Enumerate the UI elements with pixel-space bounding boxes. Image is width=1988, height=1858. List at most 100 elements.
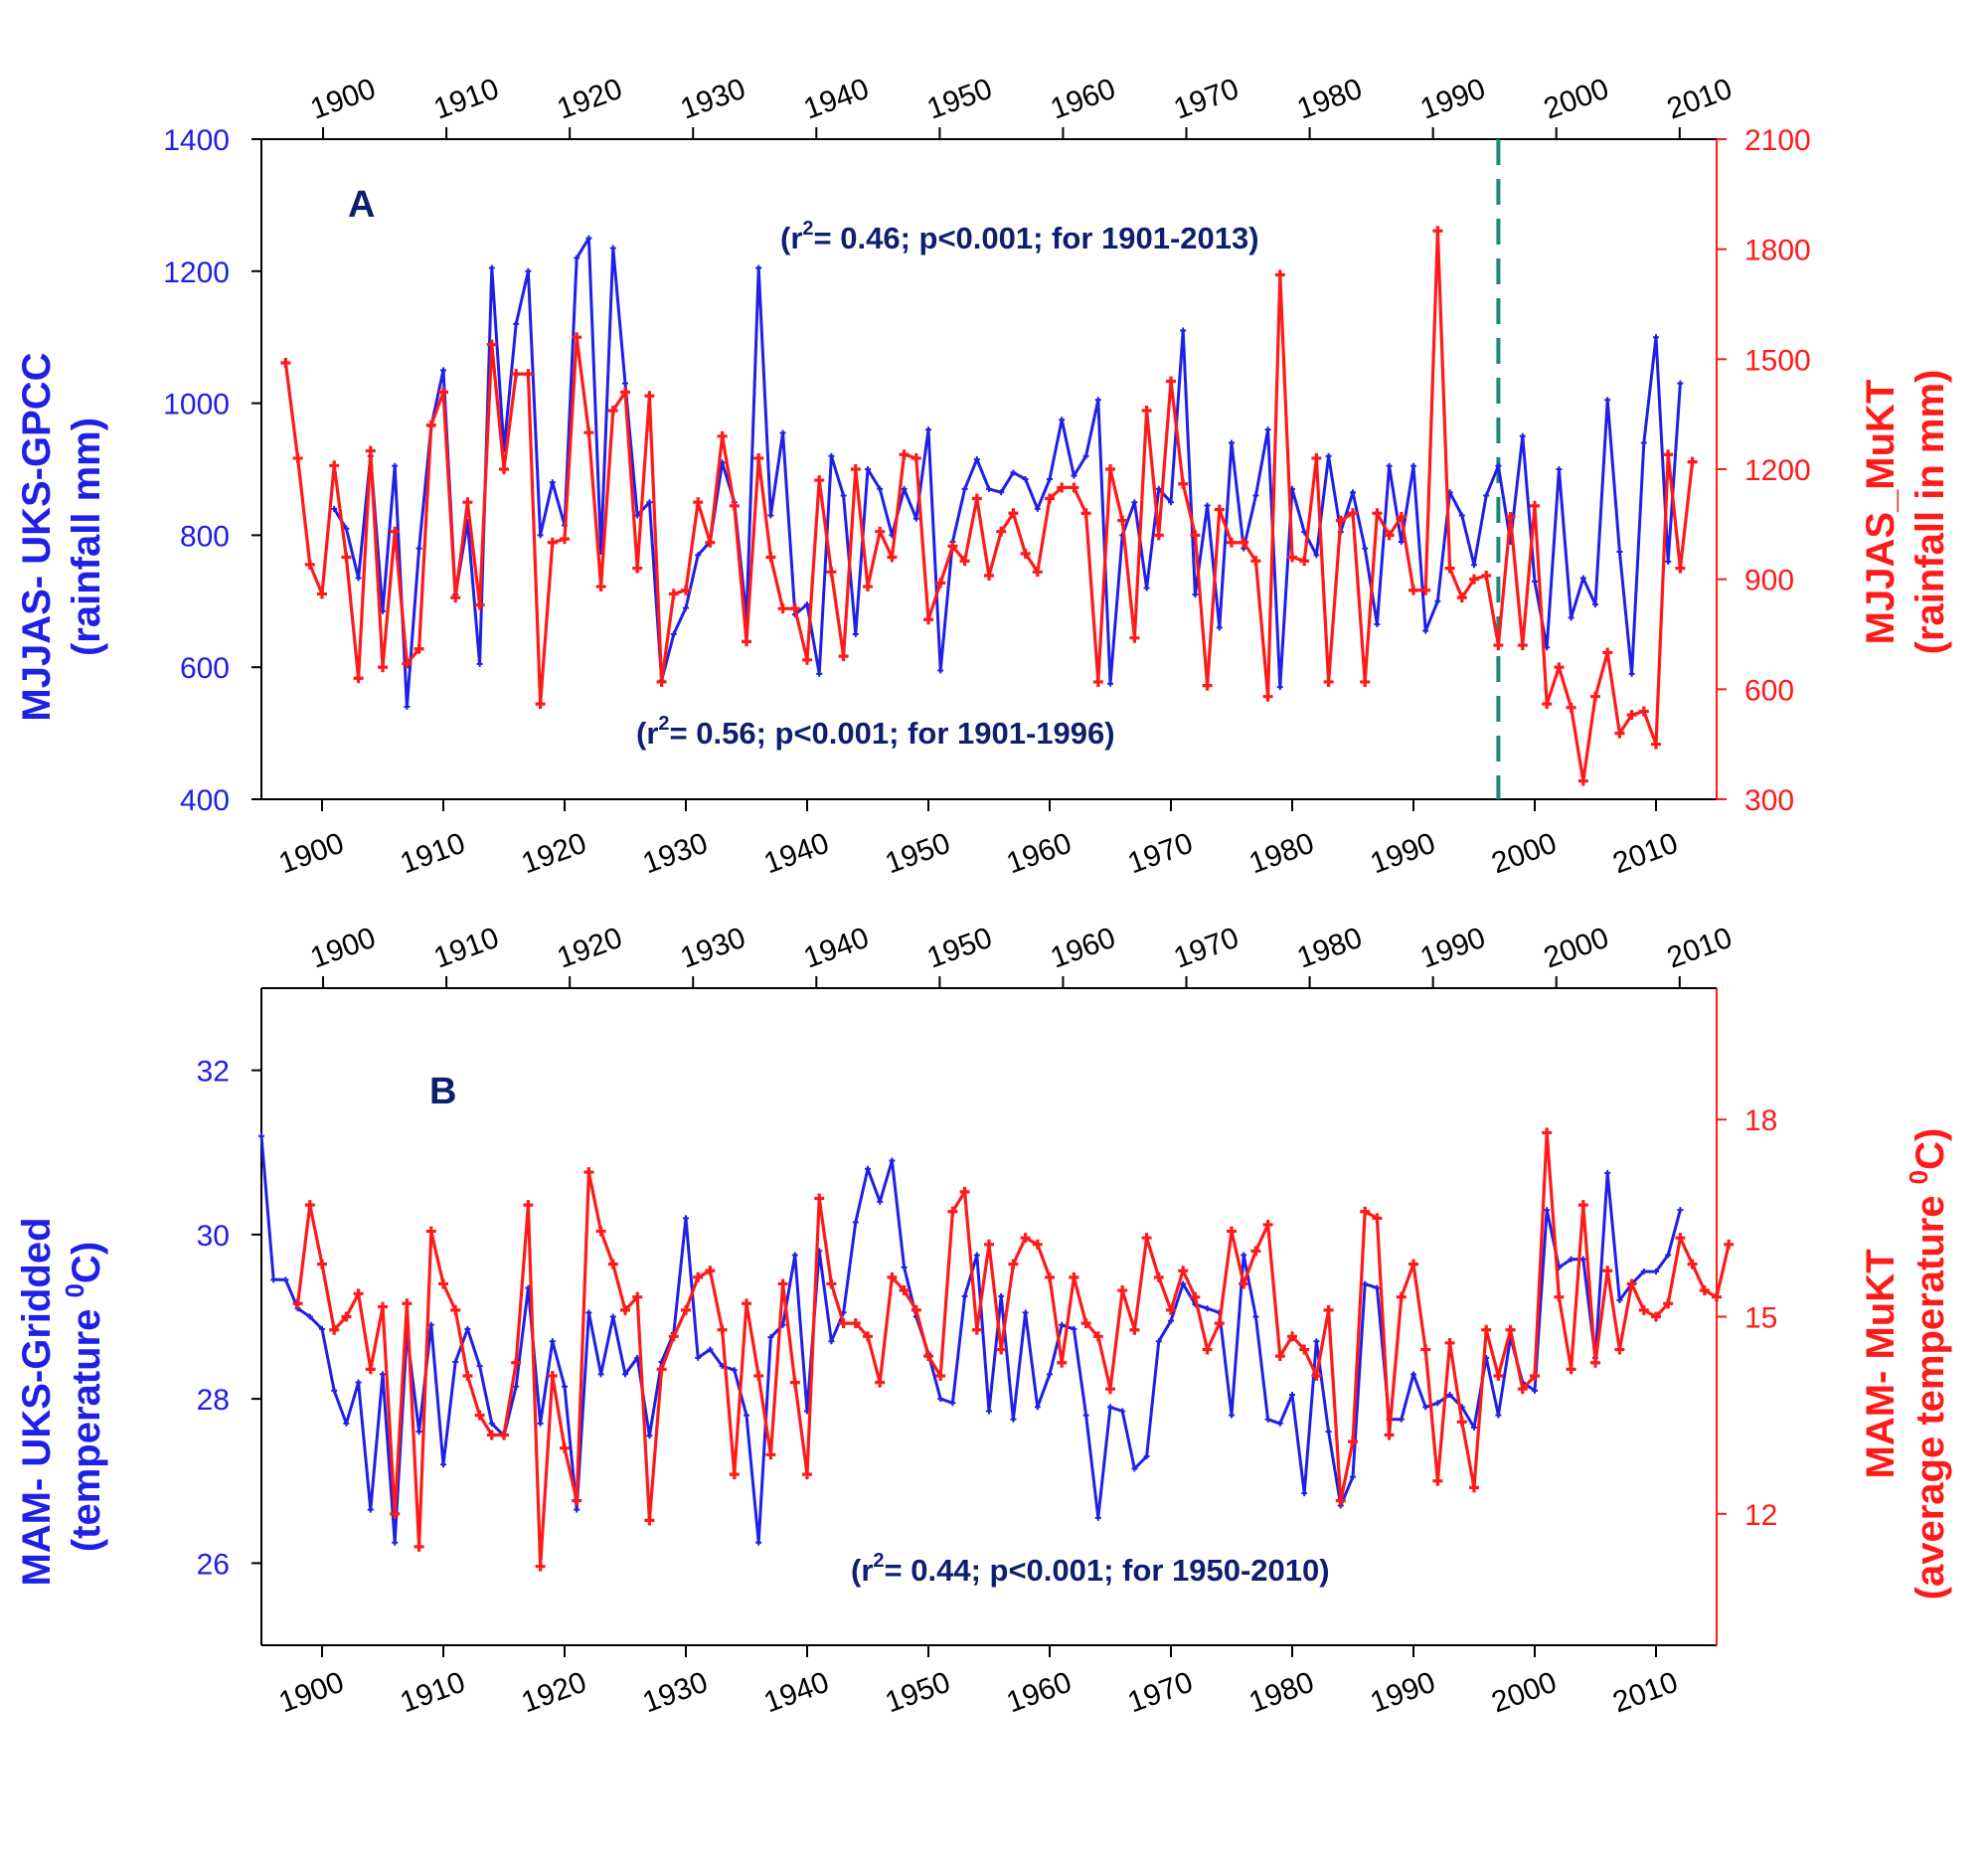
panel-a-left-series-point bbox=[622, 380, 628, 387]
panel-b-left-series-line bbox=[259, 1135, 1682, 1545]
panel-b-left-series-point bbox=[1022, 1309, 1029, 1316]
panel-b-right-series-point bbox=[1469, 1482, 1479, 1493]
panel-a-bottom-x-tick-label: 2010 bbox=[1608, 827, 1682, 881]
panel-b-top-x-tick-label: 1990 bbox=[1416, 922, 1490, 975]
panel-b-right-series-point bbox=[1663, 1298, 1674, 1309]
panel-a-right-series-point bbox=[474, 599, 485, 610]
panel-a-right-tick-label: 300 bbox=[1744, 784, 1794, 817]
panel-a-right-series-point bbox=[1456, 592, 1467, 603]
panel-a-left-series-point bbox=[1204, 502, 1211, 509]
panel-a-left-series-point bbox=[912, 515, 919, 522]
panel-b-right-series-point bbox=[1384, 1430, 1395, 1440]
panel-b-right-series-point bbox=[875, 1377, 886, 1388]
panel-b-top-x-tick-label: 1920 bbox=[553, 922, 626, 975]
panel-b-right-series-point bbox=[1602, 1266, 1613, 1276]
panel-a-left-series-point bbox=[901, 485, 908, 492]
panel-a-left-series-point bbox=[1665, 558, 1672, 565]
panel-a-right-series-point bbox=[863, 582, 873, 592]
panel-b-right-series-point bbox=[1530, 1370, 1540, 1381]
panel-b-right-tick-label: 15 bbox=[1744, 1302, 1777, 1335]
panel-b-left-tick-label: 30 bbox=[197, 1220, 230, 1253]
panel-a-left-series-point bbox=[1216, 624, 1223, 631]
panel-b-left-series-point bbox=[1155, 1338, 1162, 1345]
panel-a-annotation-1-pre: (r bbox=[780, 221, 802, 255]
panel-b-left-series-point bbox=[1082, 1412, 1089, 1419]
panel-b-left-series-point bbox=[828, 1338, 835, 1345]
panel-b-right-series-point bbox=[1092, 1331, 1103, 1342]
panel-b-left-series-point bbox=[901, 1264, 908, 1270]
panel-a-annotation-1: (r2= 0.46; p<0.001; for 1901-2013) bbox=[780, 218, 1259, 255]
panel-b-left-tick-label: 32 bbox=[197, 1056, 230, 1089]
panel-b-right-axis-title-2: (average temperature 0C) bbox=[1904, 1128, 1952, 1601]
panel-a-top-x-tick-label: 1940 bbox=[799, 73, 873, 126]
panel-a-left-series-point bbox=[1059, 417, 1066, 423]
panel-b-right-series-point bbox=[1481, 1324, 1492, 1335]
panel-b-right-series-point bbox=[523, 1200, 534, 1211]
panel-a-left-series-point bbox=[1155, 485, 1162, 492]
panel-b-right-series-point bbox=[607, 1259, 618, 1269]
panel-a-right-series-point bbox=[353, 673, 364, 684]
panel-a-right-series-point bbox=[729, 500, 740, 511]
panel-a-right-series-point bbox=[1614, 728, 1625, 739]
panel-a-left-series-point bbox=[440, 367, 446, 374]
panel-b-right-series-point bbox=[1505, 1324, 1516, 1335]
panel-b-right-series-point bbox=[1032, 1239, 1043, 1250]
panel-b-left-tick-label: 28 bbox=[197, 1384, 230, 1417]
panel-b-left-series-point bbox=[1350, 1473, 1356, 1480]
panel-a-left-tick-label: 800 bbox=[180, 520, 230, 553]
panel-a-right-series-point bbox=[1444, 563, 1455, 574]
panel-b-bottom-x-tick-label: 1970 bbox=[1123, 1666, 1197, 1720]
panel-b-left-series-point bbox=[1059, 1321, 1066, 1328]
panel-b-right-series-point bbox=[996, 1344, 1007, 1355]
panel-b-right-series-point bbox=[1287, 1331, 1297, 1342]
panel-a-right-series-line bbox=[283, 229, 1695, 783]
panel-b-right-series-point bbox=[717, 1324, 728, 1335]
panel-a-right-series-point bbox=[1638, 706, 1649, 717]
panel-a-right-series-point bbox=[1577, 775, 1588, 786]
panel-a-right-series-point bbox=[814, 475, 825, 486]
panel-a-right-series-point bbox=[693, 497, 704, 508]
panel-b-left-series-point bbox=[1374, 1284, 1381, 1291]
panel-b-right-series-point bbox=[1408, 1259, 1418, 1269]
panel-a-left-series-point bbox=[646, 499, 653, 506]
panel-b-left-series-point bbox=[937, 1396, 944, 1403]
panel-b-left-series-point bbox=[513, 1383, 520, 1390]
panel-b-right-series-point bbox=[1651, 1311, 1661, 1322]
panel-b-right-series-point bbox=[1080, 1318, 1091, 1329]
panel-b-right-series-point bbox=[705, 1266, 716, 1276]
panel-a-left-series-point bbox=[1495, 462, 1502, 469]
panel-a-right-series-point bbox=[1323, 676, 1334, 687]
panel-b-left-series-point bbox=[1568, 1256, 1574, 1263]
panel-a-left-series-point bbox=[986, 485, 992, 492]
panel-b-left-series-point bbox=[865, 1165, 871, 1172]
panel-b-right-series-point bbox=[1202, 1344, 1213, 1355]
panel-a-left-series-point bbox=[828, 452, 835, 459]
panel-b-left-series-point bbox=[270, 1276, 277, 1283]
panel-b-top-x-tick-label: 1980 bbox=[1293, 922, 1367, 975]
panel-a-bottom-x-tick-label: 1980 bbox=[1244, 827, 1318, 881]
panel-b-right-series-point bbox=[1250, 1246, 1261, 1257]
panel-a-right-series-point bbox=[1274, 269, 1285, 280]
panel-b-right-series-point bbox=[729, 1469, 740, 1480]
panel-b-right-series-point bbox=[838, 1318, 849, 1329]
panel-a-left-series-point bbox=[1010, 469, 1017, 476]
panel-b-left-series-point bbox=[889, 1157, 896, 1164]
panel-b-right-axis-title-2-main: (average temperature bbox=[1908, 1184, 1952, 1600]
panel-b-right-series-point bbox=[378, 1301, 388, 1312]
panel-a-right-axis-title-2: (rainfall in mm) bbox=[1908, 370, 1952, 655]
panel-b-right-series-point bbox=[1566, 1364, 1576, 1375]
panel-b-left-series-point bbox=[440, 1461, 446, 1468]
panel-a-right-series-point bbox=[1045, 493, 1055, 504]
panel-b-left-series-point bbox=[488, 1420, 495, 1427]
panel-b-left-series-point bbox=[877, 1198, 884, 1205]
panel-a-right-series-point bbox=[1590, 691, 1600, 702]
panel-b: MAM- UKS-Gridded (temperature 0C) MAM- M… bbox=[15, 922, 1952, 1720]
panel-a-left-tick-label: 400 bbox=[180, 784, 230, 817]
panel-a-right-series-markers bbox=[280, 226, 1698, 786]
panel-a-right-series-point bbox=[280, 358, 291, 369]
panel-b-left-axis-title-2-main: (temperature bbox=[65, 1298, 108, 1553]
panel-b-right-series-point bbox=[668, 1331, 679, 1342]
panel-b-left-axis-title-2: (temperature 0C) bbox=[60, 1242, 108, 1552]
panel-b-left-series-point bbox=[1677, 1207, 1684, 1214]
panel-b-left-series-point bbox=[683, 1215, 689, 1222]
